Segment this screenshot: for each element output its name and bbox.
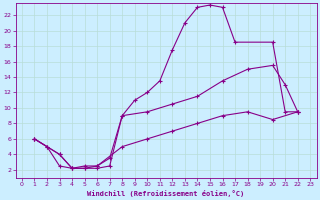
X-axis label: Windchill (Refroidissement éolien,°C): Windchill (Refroidissement éolien,°C) <box>87 190 245 197</box>
